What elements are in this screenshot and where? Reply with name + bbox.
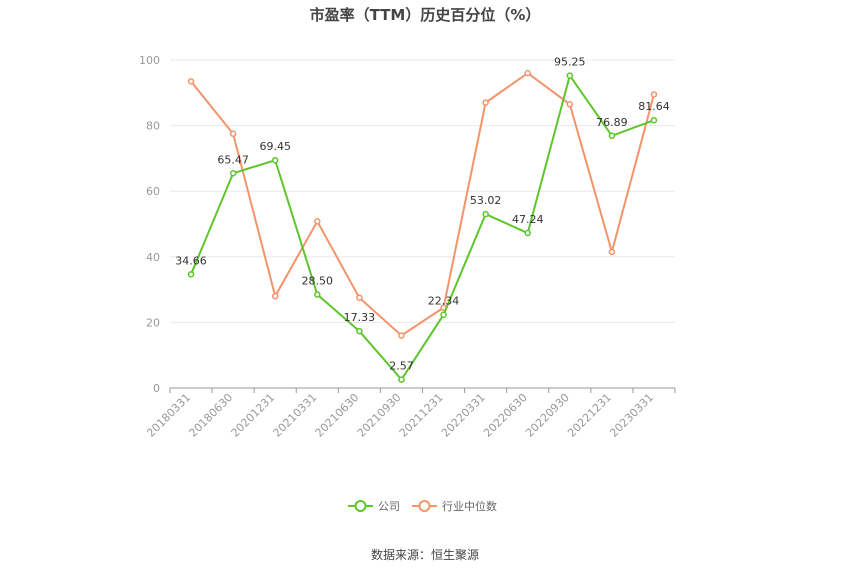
data-point[interactable] <box>314 218 321 225</box>
grid-lines <box>170 59 675 323</box>
x-tick-label: 20210331 <box>271 391 320 440</box>
data-point[interactable] <box>229 130 237 138</box>
y-tick-label: 0 <box>153 382 160 395</box>
y-tick-label: 80 <box>146 120 160 133</box>
x-tick-label: 20180630 <box>186 391 235 440</box>
data-label: 2.57 <box>389 360 414 373</box>
series-line-0 <box>190 73 655 382</box>
data-point[interactable] <box>482 99 489 106</box>
data-point[interactable] <box>398 376 405 383</box>
x-tick-label: 20210630 <box>313 391 362 440</box>
data-point[interactable] <box>650 91 658 98</box>
legend-marker <box>354 500 367 512</box>
series-layer <box>187 69 658 383</box>
data-label: 95.25 <box>554 56 586 69</box>
data-point[interactable] <box>356 327 363 335</box>
x-tick-label: 20220630 <box>481 391 530 440</box>
y-tick-label: 100 <box>139 54 160 67</box>
x-tick-label: 20230331 <box>607 391 656 440</box>
x-tick-label: 20221231 <box>565 391 614 440</box>
x-tick-label: 20210930 <box>355 391 404 440</box>
data-point[interactable] <box>187 271 195 278</box>
data-label: 28.50 <box>302 275 334 288</box>
data-label: 65.47 <box>217 153 249 166</box>
chart-title: 市盈率（TTM）历史百分位（%） <box>310 6 541 24</box>
legend-marker <box>418 500 431 512</box>
legend[interactable]: 公司 行业中位数 <box>348 499 497 513</box>
series-line-1 <box>190 71 655 337</box>
data-labels: 34.66 65.47 69.45 28.50 17.33 2.57 22.34 53.02 4… <box>175 56 669 373</box>
y-tick-label: 20 <box>146 316 160 329</box>
legend-item-1[interactable]: 行业中位数 <box>412 499 497 513</box>
data-label: 22.34 <box>428 295 460 308</box>
x-axis: 2018033120180630202012312021033120210630… <box>144 387 676 440</box>
legend-item-0[interactable]: 公司 <box>348 500 400 513</box>
data-point[interactable] <box>608 248 616 256</box>
x-tick-label: 20180331 <box>144 391 193 440</box>
data-label: 76.89 <box>596 116 628 129</box>
data-label: 47.24 <box>512 213 544 226</box>
data-point[interactable] <box>524 69 531 77</box>
y-tick-label: 60 <box>146 185 160 198</box>
data-point[interactable] <box>398 332 405 339</box>
data-label: 17.33 <box>344 311 376 324</box>
legend-label: 行业中位数 <box>442 499 497 513</box>
data-point[interactable] <box>650 116 658 124</box>
x-tick-label: 20220331 <box>439 391 488 440</box>
data-point[interactable] <box>482 210 489 218</box>
x-tick-label: 20211231 <box>397 391 446 440</box>
data-point[interactable] <box>356 294 363 302</box>
data-point[interactable] <box>229 170 237 177</box>
data-point[interactable] <box>440 311 447 318</box>
data-point[interactable] <box>187 78 195 85</box>
data-point[interactable] <box>271 156 279 164</box>
data-label: 69.45 <box>259 140 291 153</box>
x-tick-label: 20201231 <box>229 391 278 440</box>
data-label: 53.02 <box>470 194 502 207</box>
data-label: 81.64 <box>638 100 670 113</box>
data-point[interactable] <box>566 72 574 79</box>
data-point[interactable] <box>271 292 279 300</box>
data-source: 数据来源：恒生聚源 <box>371 547 479 562</box>
data-point[interactable] <box>608 132 616 140</box>
y-tick-label: 40 <box>146 251 160 264</box>
data-label: 34.66 <box>175 254 207 267</box>
x-tick-label: 20220930 <box>523 391 572 440</box>
data-point[interactable] <box>314 291 321 298</box>
data-point[interactable] <box>524 229 531 237</box>
y-axis: 0 20 40 60 80 100 <box>139 54 160 395</box>
data-point[interactable] <box>566 101 574 108</box>
legend-label: 公司 <box>378 500 400 513</box>
